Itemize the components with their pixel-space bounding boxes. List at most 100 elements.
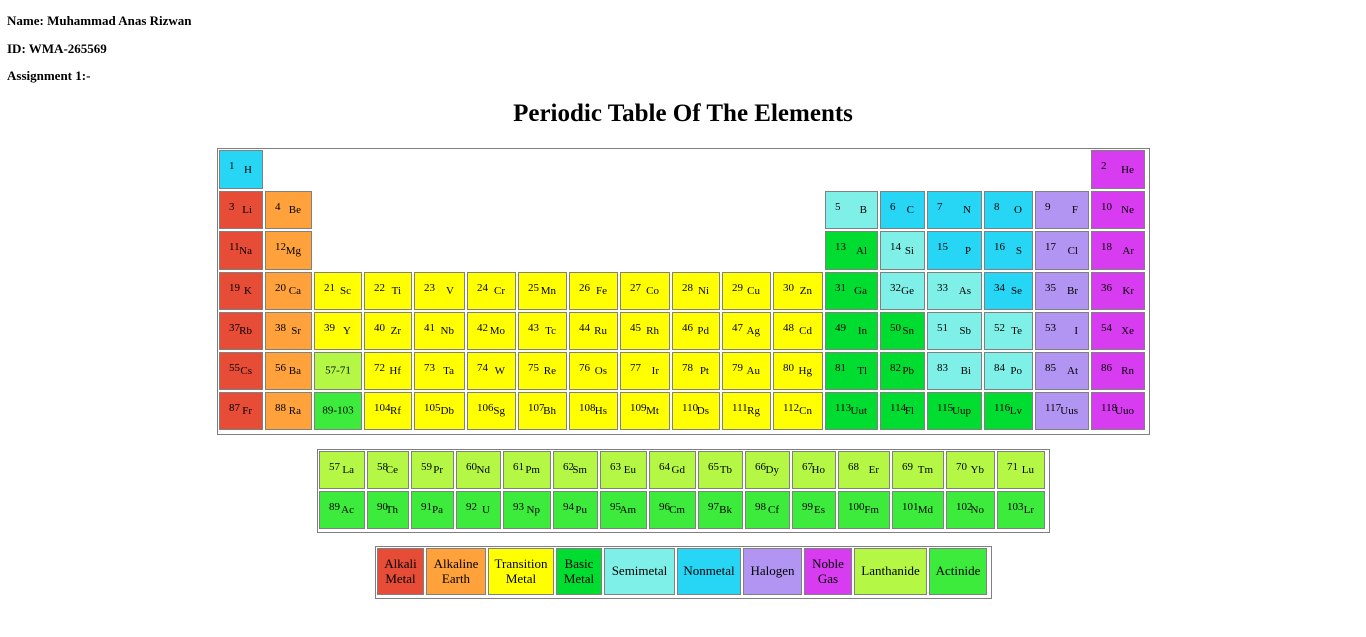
atomic-number: 104 — [374, 402, 391, 414]
element-cell-tm: 69 Tm — [892, 451, 944, 489]
element-symbol: Xe — [1121, 325, 1134, 337]
element-symbol: Tl — [857, 365, 867, 377]
element-symbol: Rf — [390, 405, 401, 417]
element-symbol: Lv — [1009, 405, 1022, 417]
atomic-number: 61 — [513, 461, 524, 473]
atomic-number: 76 — [579, 362, 590, 374]
atomic-number: 62 — [563, 461, 574, 473]
atomic-number: 60 — [466, 461, 477, 473]
element-cell-ds: 110 Ds — [672, 392, 720, 430]
lanthanide-actinide-table: 57 La 58 Ce 59 Pr 60 Nd 61 Pm 62 Sm 63 Eu 64 Gd 65 Tb 66 Dy… — [317, 449, 1050, 533]
element-symbol: Si — [904, 245, 914, 257]
element-cell-la: 57 La — [319, 451, 365, 489]
element-symbol: Es — [814, 504, 825, 516]
atomic-number: 24 — [477, 282, 488, 294]
legend-semimetal: Semimetal — [604, 548, 675, 595]
atomic-number: 63 — [610, 461, 621, 473]
atomic-number: 28 — [682, 282, 693, 294]
element-cell-ir: 77 Ir — [620, 352, 670, 390]
element-cell-pd: 46 Pd — [672, 312, 720, 350]
atomic-number: 45 — [630, 322, 641, 334]
atomic-number: 26 — [579, 282, 590, 294]
atomic-number: 118 — [1101, 402, 1118, 414]
atomic-number: 79 — [732, 362, 743, 374]
element-symbol: Cl — [1067, 245, 1078, 257]
element-cell-i: 53 I — [1035, 312, 1089, 350]
atomic-number: 31 — [835, 282, 846, 294]
atomic-number: 75 — [528, 362, 539, 374]
element-symbol: Hg — [798, 365, 812, 377]
atomic-number: 110 — [682, 402, 699, 414]
atomic-number: 47 — [732, 322, 743, 334]
atomic-number: 32 — [890, 282, 901, 294]
legend-alkaline: Alkaline Earth — [426, 548, 486, 595]
atomic-number: 34 — [994, 282, 1005, 294]
element-symbol: Y — [343, 325, 351, 337]
element-symbol: Te — [1011, 325, 1022, 337]
atomic-number: 50 — [890, 322, 901, 334]
element-cell-be: 4 Be — [265, 191, 312, 229]
element-cell-hg: 80 Hg — [773, 352, 823, 390]
element-symbol: Cd — [799, 325, 812, 337]
atomic-number: 91 — [421, 501, 432, 513]
atomic-number: 51 — [937, 322, 948, 334]
atomic-number: 111 — [732, 402, 748, 414]
element-cell-uus: 117 Uus — [1035, 392, 1089, 430]
atomic-number: 57 — [329, 461, 340, 473]
assignment-label: Assignment 1:- — [7, 68, 91, 83]
atomic-number: 107 — [528, 402, 545, 414]
element-cell-ac: 89 Ac — [319, 491, 365, 529]
element-cell-zr: 40 Zr — [364, 312, 412, 350]
element-cell-os: 76 Os — [569, 352, 618, 390]
element-cell-bi: 83 Bi — [927, 352, 982, 390]
element-symbol: Zn — [799, 285, 812, 297]
atomic-number: 99 — [802, 501, 813, 513]
atomic-number: 1 — [229, 160, 235, 172]
element-cell-tc: 43 Tc — [518, 312, 567, 350]
element-symbol: Br — [1067, 285, 1078, 297]
element-cell-ru: 44 Ru — [569, 312, 618, 350]
element-cell-ag: 47 Ag — [722, 312, 771, 350]
element-symbol: Au — [746, 365, 760, 377]
element-symbol: Tm — [917, 464, 933, 476]
atomic-number: 9 — [1045, 201, 1051, 213]
element-symbol: Mn — [540, 285, 556, 297]
element-symbol: Sg — [493, 405, 505, 417]
element-cell-p: 15 P — [927, 231, 982, 270]
atomic-number: 86 — [1101, 362, 1112, 374]
element-cell-ni: 28 Ni — [672, 272, 720, 310]
element-symbol: V — [446, 285, 454, 297]
atomic-number: 5 — [835, 201, 841, 213]
element-symbol: Hs — [594, 405, 607, 417]
atomic-number: 17 — [1045, 241, 1056, 253]
element-cell-nb: 41 Nb — [414, 312, 465, 350]
element-cell-rb: 37 Rb — [219, 312, 263, 350]
element-symbol: Uuo — [1115, 405, 1134, 417]
element-cell-cu: 29 Cu — [722, 272, 771, 310]
element-symbol: Eu — [623, 464, 636, 476]
element-cell-ti: 22 Ti — [364, 272, 412, 310]
element-symbol: Uup — [952, 405, 971, 417]
element-cell-rn: 86 Rn — [1091, 352, 1145, 390]
element-cell-tl: 81 Tl — [825, 352, 878, 390]
element-symbol: C — [906, 204, 914, 216]
element-symbol: Ra — [288, 405, 301, 417]
atomic-number: 73 — [424, 362, 435, 374]
atomic-number: 23 — [424, 282, 435, 294]
element-symbol: No — [970, 504, 984, 516]
atomic-number: 106 — [477, 402, 494, 414]
element-symbol: Rg — [747, 405, 760, 417]
element-symbol: Fr — [242, 405, 252, 417]
element-cell-fe: 26 Fe — [569, 272, 618, 310]
atomic-number: 87 — [229, 402, 240, 414]
atomic-number: 22 — [374, 282, 385, 294]
atomic-number: 43 — [528, 322, 539, 334]
element-symbol: Pd — [697, 325, 709, 337]
element-symbol: Sn — [902, 325, 914, 337]
element-cell-rf: 104 Rf — [364, 392, 412, 430]
element-symbol: Ca — [288, 285, 301, 297]
element-symbol: In — [857, 325, 867, 337]
